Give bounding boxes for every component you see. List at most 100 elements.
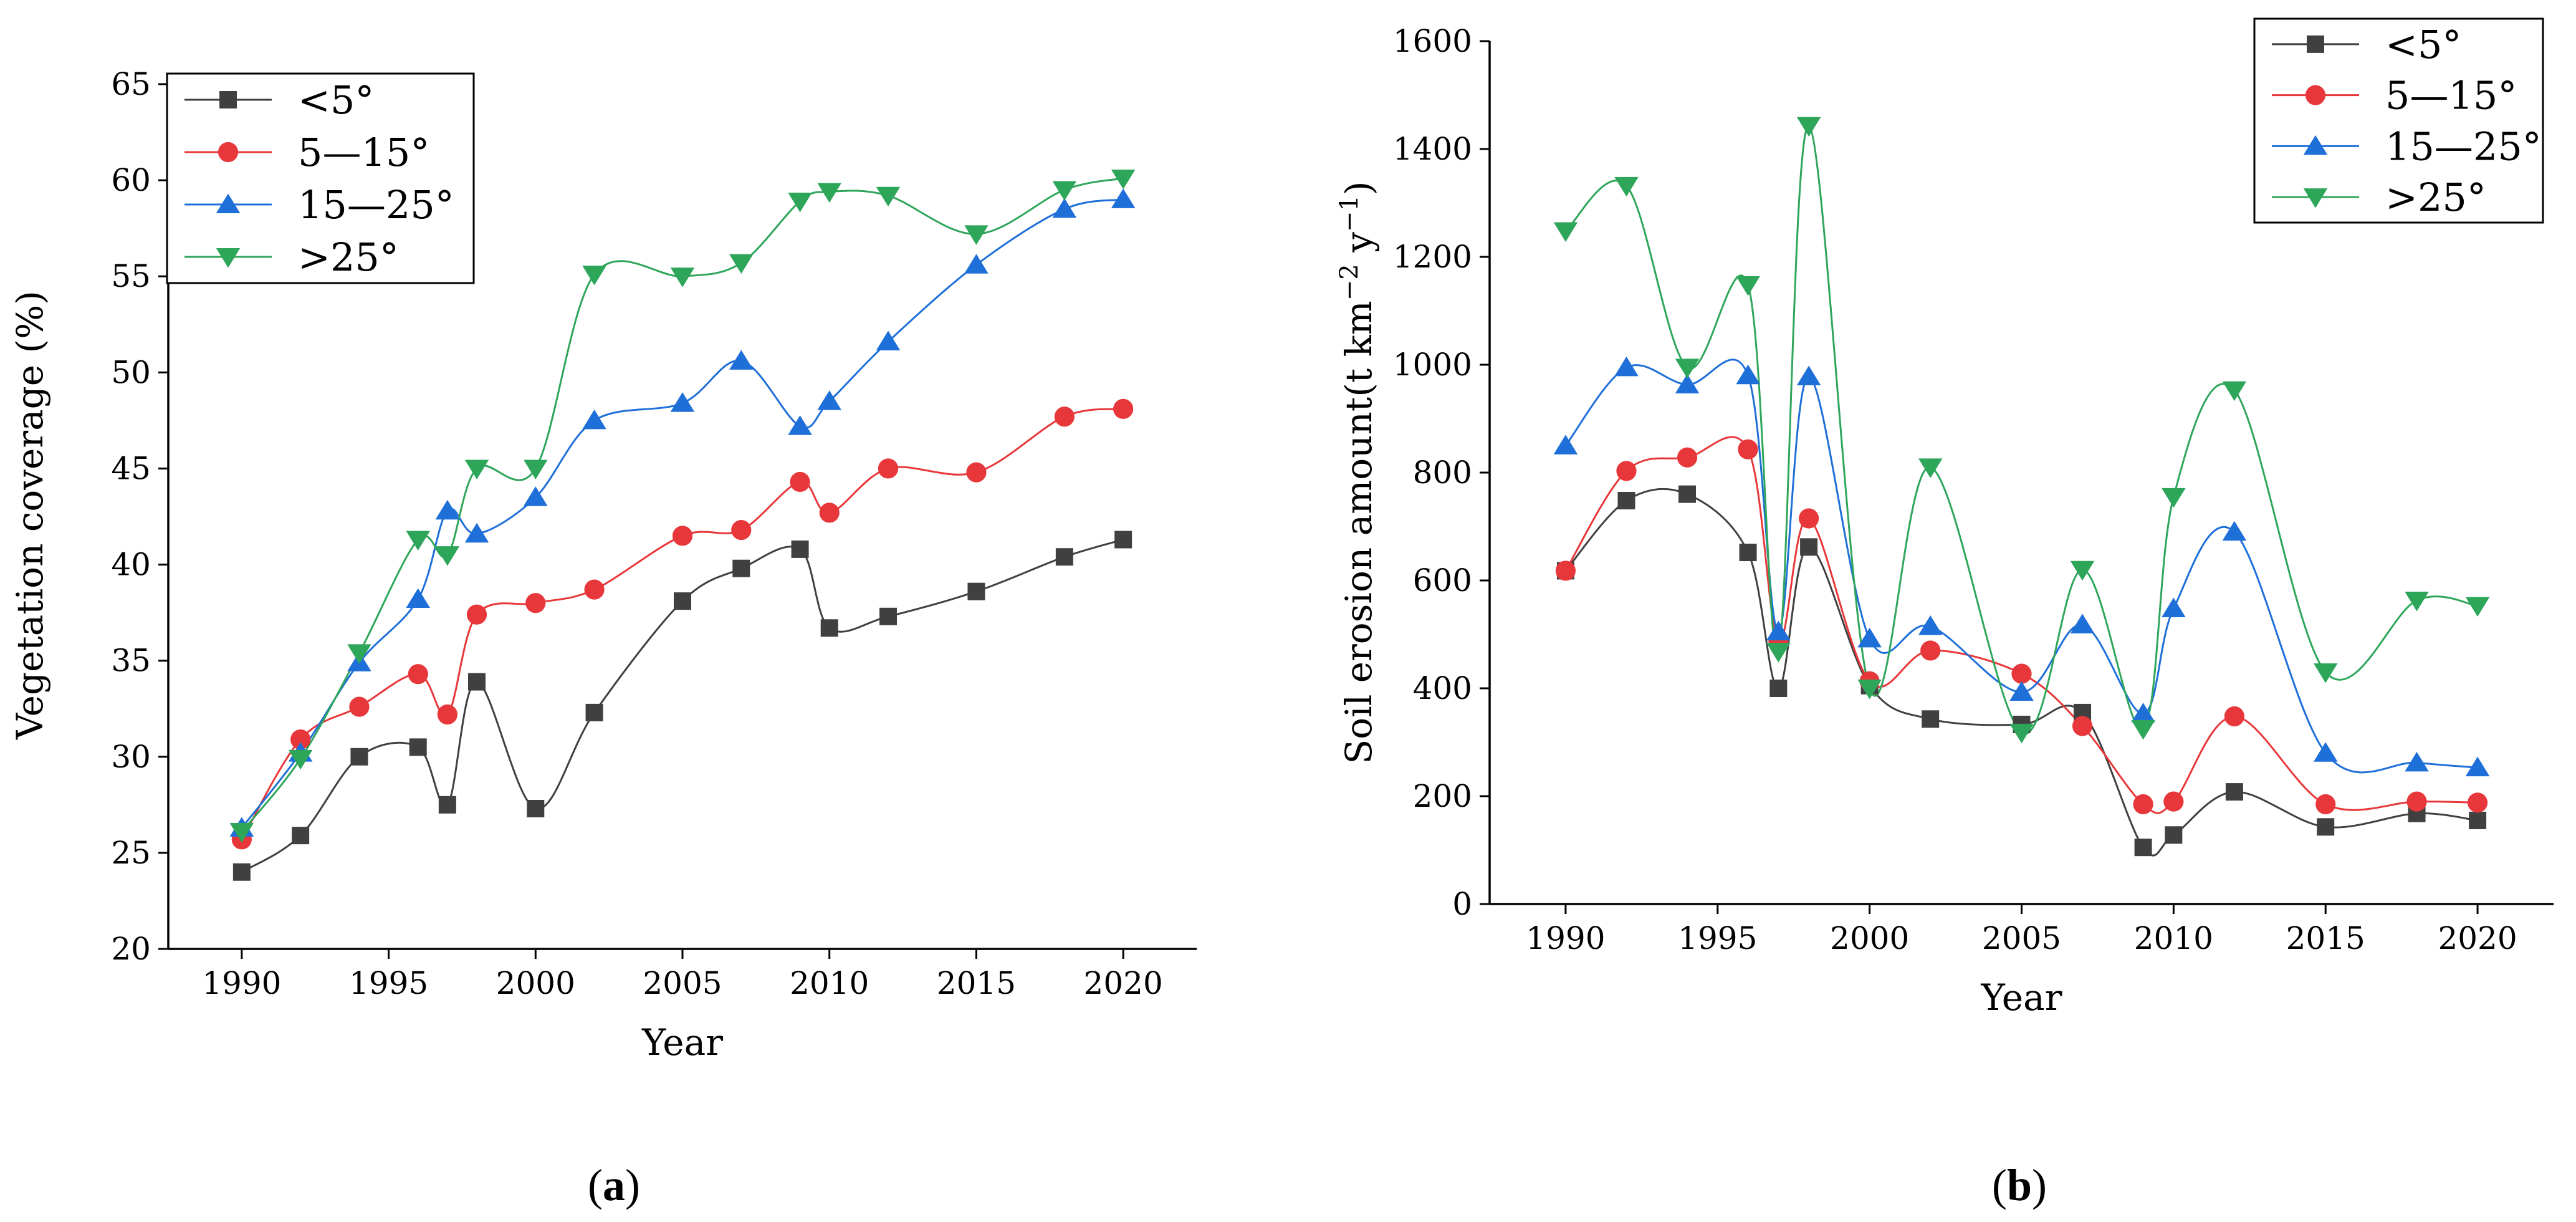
x-tick-label-a-1: 1995 xyxy=(349,965,428,1001)
legend-label-b-3: >25° xyxy=(2385,175,2486,220)
data-point-a-0-11 xyxy=(820,619,838,637)
data-point-b-3-1 xyxy=(1614,176,1639,197)
x-tick-label-a-5: 2015 xyxy=(937,965,1016,1001)
series-line-b-2 xyxy=(1564,358,2478,774)
y-tick-label-a-2: 30 xyxy=(111,739,151,775)
data-point-a-1-8 xyxy=(672,526,693,546)
legend-marker-b-3 xyxy=(2303,188,2328,208)
x-axis-title-a: Year xyxy=(641,1021,723,1064)
data-point-b-1-8 xyxy=(2011,663,2032,684)
panel-b-soil-erosion-chart: 0 200 400 600 800 1000 1200 1400 1600 1990 1995 200… xyxy=(1335,17,2554,1210)
legend-marker-a-2 xyxy=(216,193,241,213)
data-point-a-3-15 xyxy=(1111,170,1136,190)
data-point-b-2-12 xyxy=(2222,521,2247,541)
data-point-a-1-1 xyxy=(290,729,311,750)
y-tick-label-a-8: 60 xyxy=(111,162,151,198)
data-point-b-2-8 xyxy=(2009,681,2034,701)
data-point-b-0-13 xyxy=(2317,818,2335,836)
legend-label-a-3: >25° xyxy=(298,234,399,280)
series-line-b-1 xyxy=(1564,436,2478,814)
y-tick-label-b-5: 1000 xyxy=(1393,347,1472,383)
data-point-b-3-15 xyxy=(2465,597,2490,617)
data-point-a-1-7 xyxy=(584,579,605,600)
data-point-b-3-12 xyxy=(2222,381,2247,402)
data-point-b-1-9 xyxy=(2072,716,2093,736)
data-point-a-2-13 xyxy=(964,254,989,274)
data-point-b-1-10 xyxy=(2133,794,2153,815)
data-point-a-1-3 xyxy=(408,664,428,685)
data-point-a-1-9 xyxy=(731,519,752,541)
data-point-a-1-6 xyxy=(525,593,546,613)
data-point-a-0-5 xyxy=(468,673,486,691)
data-point-b-1-15 xyxy=(2467,792,2488,813)
y-tick-label-b-6: 1200 xyxy=(1393,239,1472,275)
data-point-a-2-3 xyxy=(406,588,430,609)
data-point-b-1-11 xyxy=(2163,791,2184,812)
data-point-b-3-13 xyxy=(2313,663,2338,683)
data-point-a-1-13 xyxy=(966,462,987,483)
y-tick-label-b-8: 1600 xyxy=(1393,23,1472,59)
data-point-a-3-12 xyxy=(876,186,901,207)
data-point-b-2-7 xyxy=(1918,615,1943,635)
data-point-b-0-4 xyxy=(1769,680,1788,697)
legend-box-b xyxy=(2253,17,2544,224)
y-tick-label-b-0: 0 xyxy=(1452,886,1472,922)
data-point-a-0-3 xyxy=(409,738,427,756)
data-point-a-0-10 xyxy=(791,540,809,558)
data-point-b-0-3 xyxy=(1739,544,1757,562)
data-point-b-0-10 xyxy=(2134,839,2152,857)
data-point-a-1-2 xyxy=(349,696,370,717)
data-point-b-3-10 xyxy=(2131,719,2155,740)
data-point-b-0-7 xyxy=(1922,710,1940,728)
y-tick-label-b-2: 400 xyxy=(1413,670,1472,706)
series-line-a-1 xyxy=(241,408,1124,840)
data-point-b-2-2 xyxy=(1675,373,1700,394)
data-point-b-1-1 xyxy=(1616,461,1637,481)
x-tick-label-a-0: 1990 xyxy=(202,965,281,1001)
data-point-a-3-2 xyxy=(347,644,371,664)
y-tick-label-a-4: 40 xyxy=(111,547,151,583)
data-point-b-3-5 xyxy=(1796,117,1821,137)
data-point-a-0-2 xyxy=(350,748,368,766)
data-point-b-1-12 xyxy=(2224,706,2244,727)
data-point-b-0-11 xyxy=(2165,826,2183,844)
x-tick-label-b-0: 1990 xyxy=(1526,920,1605,956)
x-tick-label-b-3: 2005 xyxy=(1982,920,2061,956)
legend-label-a-1: 5—15° xyxy=(298,130,429,175)
data-point-b-3-9 xyxy=(2070,560,2095,581)
y-tick-label-a-5: 45 xyxy=(111,450,151,486)
x-tick-label-b-4: 2010 xyxy=(2134,920,2213,956)
y-tick-label-b-1: 200 xyxy=(1413,778,1472,814)
legend-label-b-2: 15—25° xyxy=(2385,123,2542,169)
data-point-a-3-3 xyxy=(406,531,430,551)
legend-label-b-1: 5—15° xyxy=(2385,73,2517,118)
data-point-b-3-4 xyxy=(1766,643,1791,663)
data-point-b-2-11 xyxy=(2162,597,2186,617)
data-point-a-2-7 xyxy=(582,409,606,430)
y-axis-title-a: Vegetation coverage (%) xyxy=(9,291,51,740)
x-tick-label-a-4: 2010 xyxy=(790,965,869,1001)
data-point-b-0-1 xyxy=(1617,491,1635,509)
y-tick-label-a-1: 25 xyxy=(111,835,151,871)
data-point-a-2-15 xyxy=(1111,188,1136,208)
legend-marker-a-1 xyxy=(218,142,239,163)
data-point-a-3-6 xyxy=(524,459,548,479)
data-point-b-2-5 xyxy=(1796,365,1821,386)
data-point-b-1-3 xyxy=(1738,439,1758,459)
data-point-a-2-6 xyxy=(524,486,548,506)
data-point-b-3-2 xyxy=(1675,358,1700,378)
data-point-b-2-6 xyxy=(1857,627,1882,648)
data-point-a-2-4 xyxy=(435,499,460,520)
data-point-a-0-4 xyxy=(438,796,456,814)
data-point-b-2-9 xyxy=(2070,613,2095,633)
data-point-a-3-0 xyxy=(229,822,254,843)
data-point-a-0-6 xyxy=(527,799,545,817)
data-point-a-1-10 xyxy=(790,471,810,493)
y-tick-label-a-7: 55 xyxy=(111,258,151,294)
data-point-b-3-8 xyxy=(2009,723,2034,744)
data-point-b-3-0 xyxy=(1553,222,1578,242)
series-line-a-0 xyxy=(241,539,1124,873)
data-point-b-2-4 xyxy=(1766,620,1791,641)
data-point-a-3-5 xyxy=(464,459,489,479)
y-tick-label-a-6: 50 xyxy=(111,354,151,390)
